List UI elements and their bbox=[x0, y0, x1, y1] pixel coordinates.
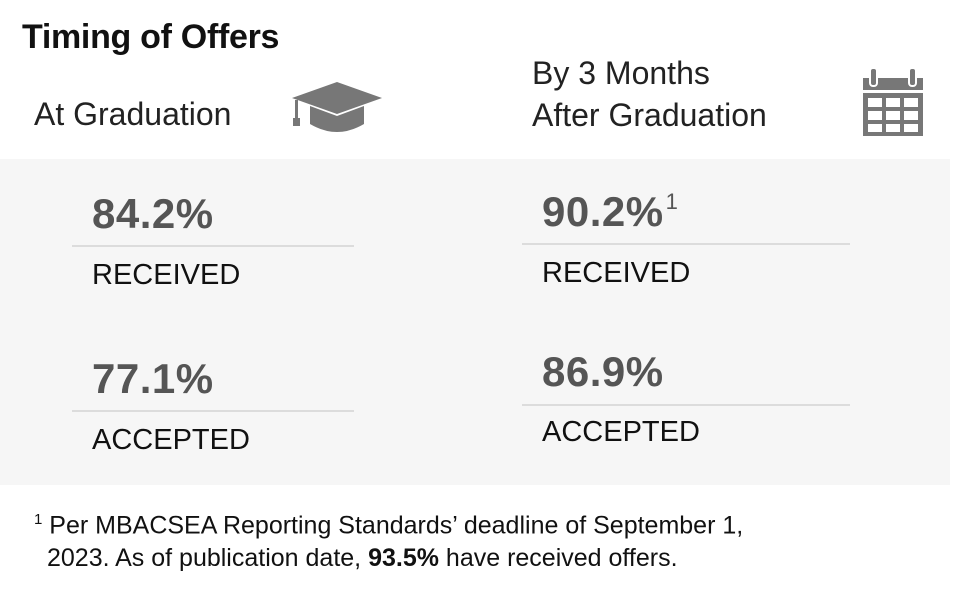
divider bbox=[72, 410, 354, 412]
footnote-line-1: 1 Per MBACSEA Reporting Standards’ deadl… bbox=[34, 503, 743, 542]
divider bbox=[522, 404, 850, 406]
calendar-icon bbox=[863, 68, 923, 136]
received-at-graduation-value: 84.2% bbox=[92, 190, 214, 237]
received-3-months-value: 90.2%1 bbox=[542, 188, 678, 236]
footnote-highlight: 93.5% bbox=[368, 544, 439, 573]
footnote-text: Per MBACSEA Reporting Standards’ deadlin… bbox=[49, 511, 744, 540]
footnote-marker: 1 bbox=[34, 511, 43, 528]
received-label: RECEIVED bbox=[542, 257, 691, 289]
page-title: Timing of Offers bbox=[22, 18, 280, 56]
heading-line: At Graduation bbox=[34, 96, 232, 132]
received-label: RECEIVED bbox=[92, 259, 241, 291]
accepted-label: ACCEPTED bbox=[542, 416, 700, 448]
accepted-label: ACCEPTED bbox=[92, 424, 250, 456]
graduation-cap-icon bbox=[292, 82, 382, 132]
stats-panel bbox=[0, 159, 950, 485]
metric-value: 90.2% bbox=[542, 188, 664, 235]
footnote-line-2: 2023. As of publication date, 93.5% have… bbox=[34, 542, 743, 575]
heading-line: By 3 Months bbox=[532, 55, 710, 91]
accepted-3-months-value: 86.9% bbox=[542, 348, 664, 395]
divider bbox=[72, 245, 354, 247]
divider bbox=[522, 243, 850, 245]
footnote-text: 2023. As of publication date, bbox=[47, 544, 362, 573]
heading-line: After Graduation bbox=[532, 97, 767, 133]
column-heading-at-graduation: At Graduation bbox=[34, 93, 231, 135]
footnote-text: have received offers. bbox=[445, 544, 678, 573]
column-heading-3-months: By 3 Months After Graduation bbox=[532, 52, 767, 136]
footnote: 1 Per MBACSEA Reporting Standards’ deadl… bbox=[34, 503, 743, 575]
footnote-marker: 1 bbox=[665, 189, 679, 214]
accepted-at-graduation-value: 77.1% bbox=[92, 355, 214, 402]
